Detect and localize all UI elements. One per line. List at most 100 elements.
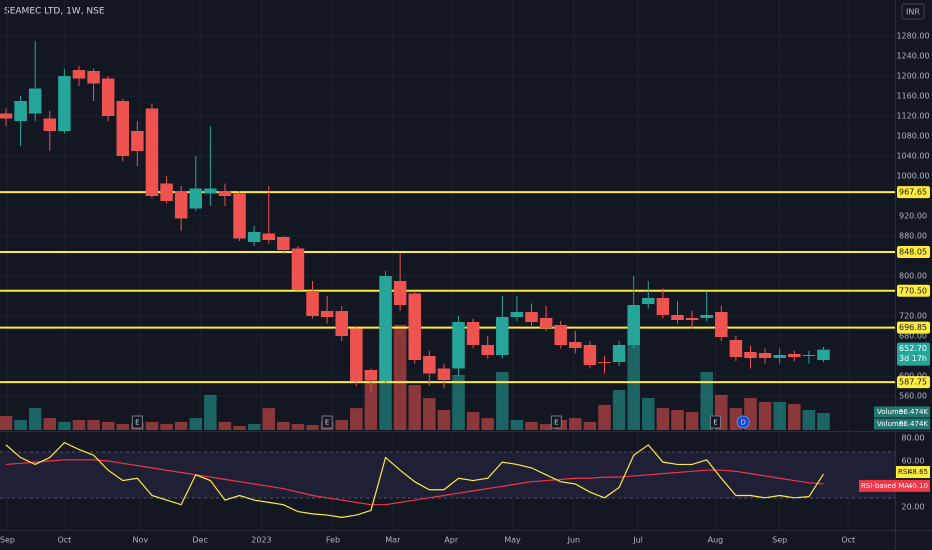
event-label: E bbox=[325, 419, 329, 427]
volume-bar bbox=[350, 408, 363, 430]
x-tick-label: Oct bbox=[57, 536, 71, 545]
y-tick-label: 680.00 bbox=[899, 332, 927, 341]
rsi-ma-line bbox=[5, 459, 824, 506]
volume-bar bbox=[598, 404, 611, 430]
y-tick-label: 1240.00 bbox=[896, 52, 929, 61]
currency[interactable]: INR bbox=[906, 8, 920, 17]
event-label: D bbox=[740, 419, 745, 427]
candle-body bbox=[204, 188, 217, 194]
volume-bar bbox=[335, 420, 348, 430]
volume-bar bbox=[481, 418, 494, 430]
volume-bar bbox=[569, 418, 582, 430]
candle-body bbox=[583, 345, 597, 365]
candle-body bbox=[379, 276, 392, 381]
candle-body bbox=[174, 191, 188, 219]
volume-bar bbox=[452, 374, 465, 430]
volume-bar bbox=[656, 408, 670, 430]
volume-bar bbox=[218, 421, 232, 430]
candle-body bbox=[481, 345, 494, 355]
event-label: E bbox=[713, 419, 717, 427]
volume-bar bbox=[189, 418, 203, 430]
candle-body bbox=[642, 298, 655, 304]
candle-body bbox=[131, 131, 144, 151]
candle-body bbox=[393, 281, 407, 305]
level-label: 587.75 bbox=[899, 378, 927, 387]
volume-bar bbox=[160, 424, 173, 430]
volume-bar bbox=[758, 401, 772, 430]
candle-body bbox=[14, 101, 27, 121]
candle-body bbox=[729, 340, 743, 357]
price-label: 652.70 bbox=[899, 344, 927, 353]
volume-bar bbox=[788, 404, 801, 430]
volume-bar bbox=[174, 421, 188, 430]
volume-bar bbox=[306, 425, 319, 430]
rsi-legend-name: RSI bbox=[898, 468, 909, 476]
x-tick-label: Jul bbox=[632, 536, 643, 545]
candle-body bbox=[744, 352, 757, 358]
y-tick-label: 1120.00 bbox=[896, 112, 929, 121]
rsi-tick-label: 60.00 bbox=[902, 456, 925, 465]
rsi-legend-box bbox=[896, 466, 930, 479]
level-label-box bbox=[897, 376, 930, 389]
volume-bar bbox=[671, 410, 684, 430]
volume-bar bbox=[817, 413, 830, 430]
candle-body bbox=[408, 293, 421, 360]
candle-body bbox=[715, 312, 728, 337]
candle-body bbox=[817, 349, 830, 360]
y-tick-label: 720.00 bbox=[899, 312, 927, 321]
volume-legend-value: 96.474K bbox=[899, 420, 928, 428]
candle-body bbox=[87, 71, 100, 84]
candle-body bbox=[350, 328, 363, 381]
y-tick-label: 920.00 bbox=[899, 212, 927, 221]
currency-box[interactable] bbox=[901, 3, 925, 20]
candle-body bbox=[0, 113, 13, 119]
volume-bar bbox=[364, 370, 378, 430]
dividend-marker bbox=[736, 415, 750, 429]
level-label: 696.85 bbox=[899, 323, 927, 332]
volume-bar bbox=[145, 421, 159, 430]
y-tick-label: 880.00 bbox=[899, 232, 927, 241]
y-tick-label: 1080.00 bbox=[896, 132, 929, 141]
volume-bar bbox=[408, 385, 421, 430]
event-label: E bbox=[554, 419, 558, 427]
volume-bar bbox=[423, 398, 436, 430]
level-label-box bbox=[897, 186, 930, 199]
candle-body bbox=[554, 325, 567, 345]
candle-body bbox=[598, 362, 611, 363]
rsi-legend-value: 48.65 bbox=[908, 468, 928, 476]
volume-bar bbox=[233, 425, 246, 430]
candle-body bbox=[496, 317, 509, 355]
event-label: E bbox=[135, 419, 139, 427]
x-tick-label: Jun bbox=[567, 536, 581, 545]
candle-body bbox=[262, 233, 275, 240]
candle-body bbox=[101, 78, 115, 116]
y-tick-label: 1040.00 bbox=[896, 152, 929, 161]
volume-bar bbox=[802, 410, 816, 430]
volume-bar bbox=[204, 394, 217, 430]
candle-body bbox=[160, 183, 173, 201]
volume-bar bbox=[510, 420, 524, 430]
volume-bar bbox=[116, 424, 130, 430]
candle-body bbox=[466, 322, 480, 345]
rsi-tick-label: 80.00 bbox=[902, 433, 925, 442]
candle-body bbox=[277, 237, 290, 250]
rsi-line bbox=[5, 441, 824, 518]
volume-bar bbox=[437, 410, 451, 430]
candle-body bbox=[291, 248, 305, 290]
candle-body bbox=[43, 118, 57, 131]
level-label: 848.05 bbox=[899, 247, 927, 256]
y-tick-label: 800.00 bbox=[899, 272, 927, 281]
volume-bar bbox=[277, 421, 290, 430]
level-label-box bbox=[897, 245, 930, 258]
x-tick-label: Aug bbox=[708, 536, 724, 545]
earnings-marker bbox=[131, 415, 143, 429]
x-tick-label: Sep bbox=[772, 536, 787, 545]
candle-body bbox=[627, 305, 640, 345]
candle-body bbox=[802, 355, 816, 356]
volume-bar bbox=[773, 401, 786, 430]
volume-legend-value: 96.474K bbox=[899, 408, 928, 416]
rsi-tick-label: 20.00 bbox=[902, 502, 925, 511]
candle-body bbox=[218, 191, 232, 196]
candle-body bbox=[452, 322, 465, 369]
level-label: 967.65 bbox=[899, 188, 927, 197]
